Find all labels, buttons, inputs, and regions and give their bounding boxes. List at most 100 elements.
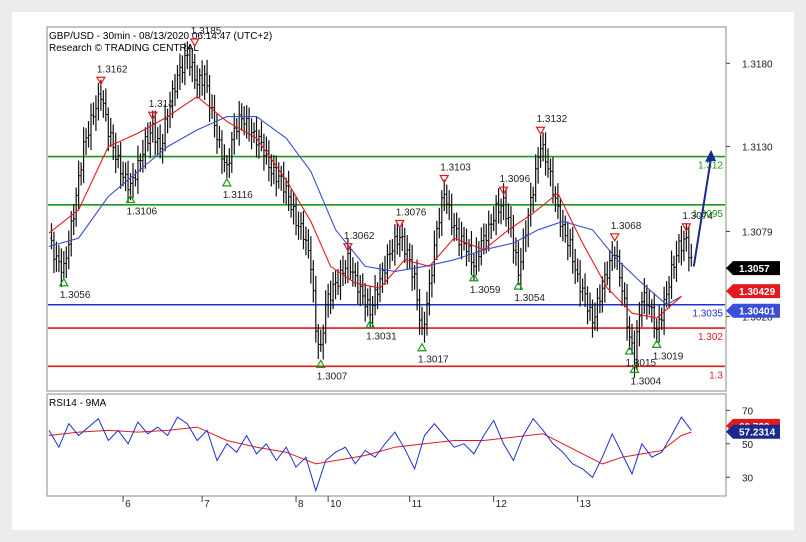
low-label-1: 1.3106 (127, 207, 158, 218)
price-tick-label-1: 1.3130 (742, 143, 773, 154)
low-marker-10 (651, 339, 662, 348)
price-bar (307, 229, 310, 259)
price-bar (373, 275, 377, 316)
price-bar (272, 155, 276, 185)
price-bar (561, 209, 565, 242)
price-bar (82, 127, 85, 184)
price-bar (428, 269, 431, 316)
price-bar (499, 198, 503, 225)
price-bar (87, 121, 90, 148)
price-bar (623, 282, 626, 308)
low-label-8: 1.3015 (626, 358, 657, 369)
price-bar (356, 261, 360, 305)
price-bar (445, 184, 449, 214)
low-marker-0 (58, 277, 69, 287)
price-bar (321, 324, 325, 360)
high-label-3: 1.3062 (344, 231, 375, 242)
price-bar (413, 264, 416, 290)
price-bar (633, 330, 636, 378)
price-bar (124, 162, 127, 192)
time-tick-label-6: 13 (580, 499, 592, 510)
ma-slow-line (48, 116, 682, 306)
time-tick-label-4: 11 (412, 499, 423, 510)
price-bar (205, 59, 209, 94)
price-bar (316, 324, 320, 359)
price-bar (210, 94, 214, 119)
price-bar (274, 155, 278, 197)
high-marker-4 (394, 219, 405, 229)
ma-slow-badge-label: 1.30401 (739, 307, 776, 318)
high-marker-9 (681, 223, 692, 233)
projection-arrow-line (692, 157, 713, 267)
price-bar (388, 240, 392, 269)
high-marker-7 (535, 126, 546, 136)
price-bar (398, 226, 402, 257)
price-bar (620, 262, 624, 307)
chart-frame: GBP/USD - 30min - 08/13/2020 06:14:47 (U… (12, 12, 794, 530)
high-label-4: 1.3076 (396, 207, 427, 218)
rsi-ma-line (48, 426, 692, 465)
price-bar (341, 255, 345, 287)
price-bar (265, 136, 268, 165)
price-bar (190, 48, 194, 83)
price-bar (645, 284, 649, 320)
level-label-2: 1.3035 (692, 309, 723, 320)
price-bar (502, 183, 505, 221)
price-bar (126, 160, 130, 203)
price-bar (223, 144, 226, 173)
low-label-2: 1.3116 (223, 190, 253, 201)
price-bar (643, 277, 646, 314)
price-bar (423, 311, 426, 343)
time-tick-label-2: 8 (298, 499, 304, 510)
low-label-9: 1.3004 (630, 376, 661, 387)
price-bar (687, 226, 691, 272)
price-bar (606, 261, 609, 286)
time-tick-label-0: 6 (125, 499, 131, 510)
price-bar (420, 306, 424, 336)
price-bar (173, 74, 177, 107)
price-bar (425, 291, 429, 336)
low-label-0: 1.3056 (60, 290, 91, 301)
price-bar (578, 260, 582, 307)
price-bar (52, 231, 56, 273)
price-bar (665, 281, 668, 308)
price-bar (331, 272, 335, 310)
low-marker-7 (513, 280, 524, 290)
price-bar (544, 132, 547, 176)
price-bar (465, 228, 468, 267)
low-label-5: 1.3017 (418, 355, 449, 366)
price-bar (104, 88, 108, 122)
rsi-line (48, 416, 692, 493)
price-bar (648, 290, 651, 315)
price-bar (109, 117, 113, 147)
price-bar (171, 80, 174, 119)
price-panel (46, 26, 727, 392)
low-label-3: 1.3007 (317, 371, 348, 382)
rsi-tick-label-2: 30 (742, 473, 754, 484)
price-bar (489, 213, 493, 240)
ma-slow-badge-shape (726, 303, 780, 318)
price-bar (588, 292, 592, 321)
price-bar (64, 246, 68, 279)
price-bar (593, 302, 597, 331)
price-bar (492, 206, 495, 232)
ma-fast-line (48, 95, 682, 319)
current-price-badge-label: 1.3057 (739, 264, 770, 275)
price-bar (670, 250, 673, 300)
price-bar (111, 124, 115, 160)
price-bar (203, 65, 206, 100)
high-label-7: 1.3132 (537, 114, 568, 125)
price-bar (438, 207, 441, 239)
price-bar (601, 276, 604, 313)
price-bar (418, 288, 421, 335)
low-marker-6 (468, 272, 479, 282)
level-label-1: 1.3095 (692, 209, 723, 220)
price-bar (257, 129, 261, 159)
price-bar (161, 133, 164, 164)
price-bar (334, 270, 337, 300)
price-bar (608, 249, 612, 293)
high-label-8: 1.3068 (611, 221, 642, 232)
price-bar (467, 239, 471, 263)
price-bar (640, 291, 644, 328)
price-bar (314, 275, 318, 343)
